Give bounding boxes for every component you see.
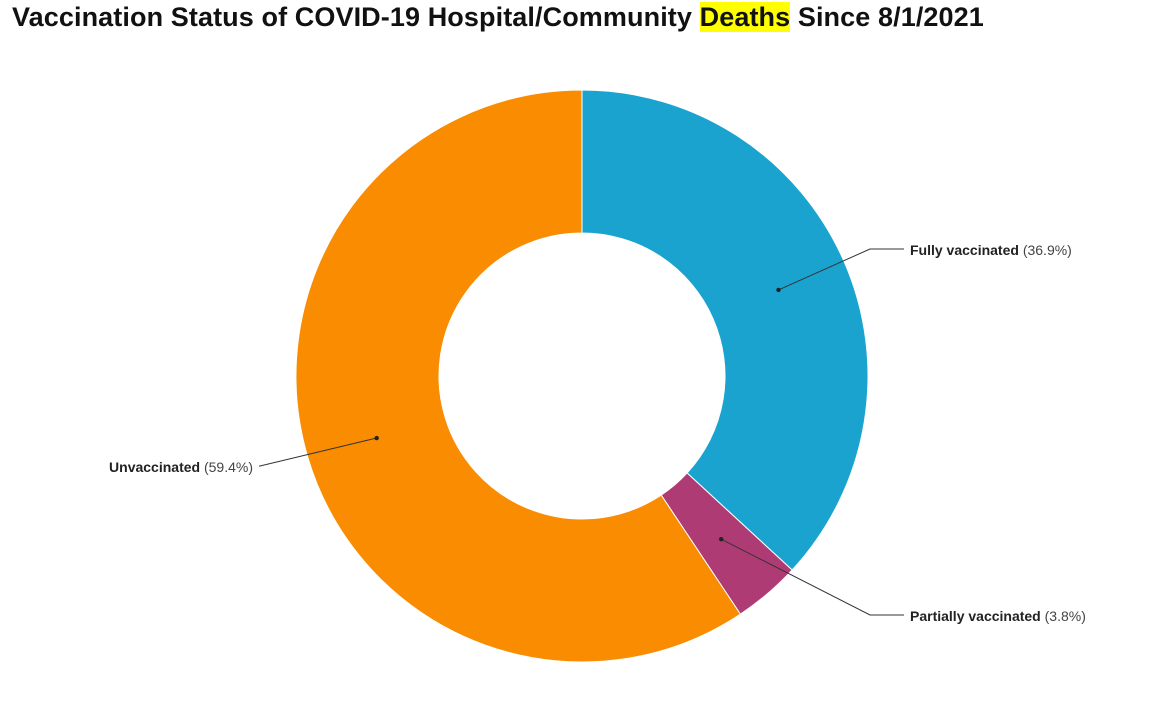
label-name-partially-vaccinated: Partially vaccinated [910, 608, 1041, 624]
leader-line-unvaccinated [259, 437, 377, 467]
title-prefix: Vaccination Status of COVID-19 Hospital/… [12, 2, 700, 32]
label-value-unvaccinated: (59.4%) [200, 459, 253, 475]
label-value-partially-vaccinated: (3.8%) [1041, 608, 1086, 624]
title-highlight: Deaths [699, 2, 791, 32]
leader-line-fully-vaccinated [778, 248, 904, 291]
label-fully-vaccinated: Fully vaccinated (36.9%) [910, 242, 1072, 258]
leader-dot-partially-vaccinated [718, 537, 724, 542]
label-name-unvaccinated: Unvaccinated [109, 459, 200, 475]
slice-fully-vaccinated [581, 89, 869, 571]
slice-unvaccinated [295, 89, 742, 663]
leader-line-partially-vaccinated [720, 538, 904, 616]
label-unvaccinated: Unvaccinated (59.4%) [109, 459, 253, 475]
leader-dot-fully-vaccinated [776, 287, 781, 293]
chart-title: Vaccination Status of COVID-19 Hospital/… [12, 2, 984, 33]
leader-dot-unvaccinated [374, 435, 379, 441]
title-suffix: Since 8/1/2021 [790, 2, 984, 32]
label-partially-vaccinated: Partially vaccinated (3.8%) [910, 608, 1086, 624]
label-name-fully-vaccinated: Fully vaccinated [910, 242, 1019, 258]
label-value-fully-vaccinated: (36.9%) [1019, 242, 1072, 258]
